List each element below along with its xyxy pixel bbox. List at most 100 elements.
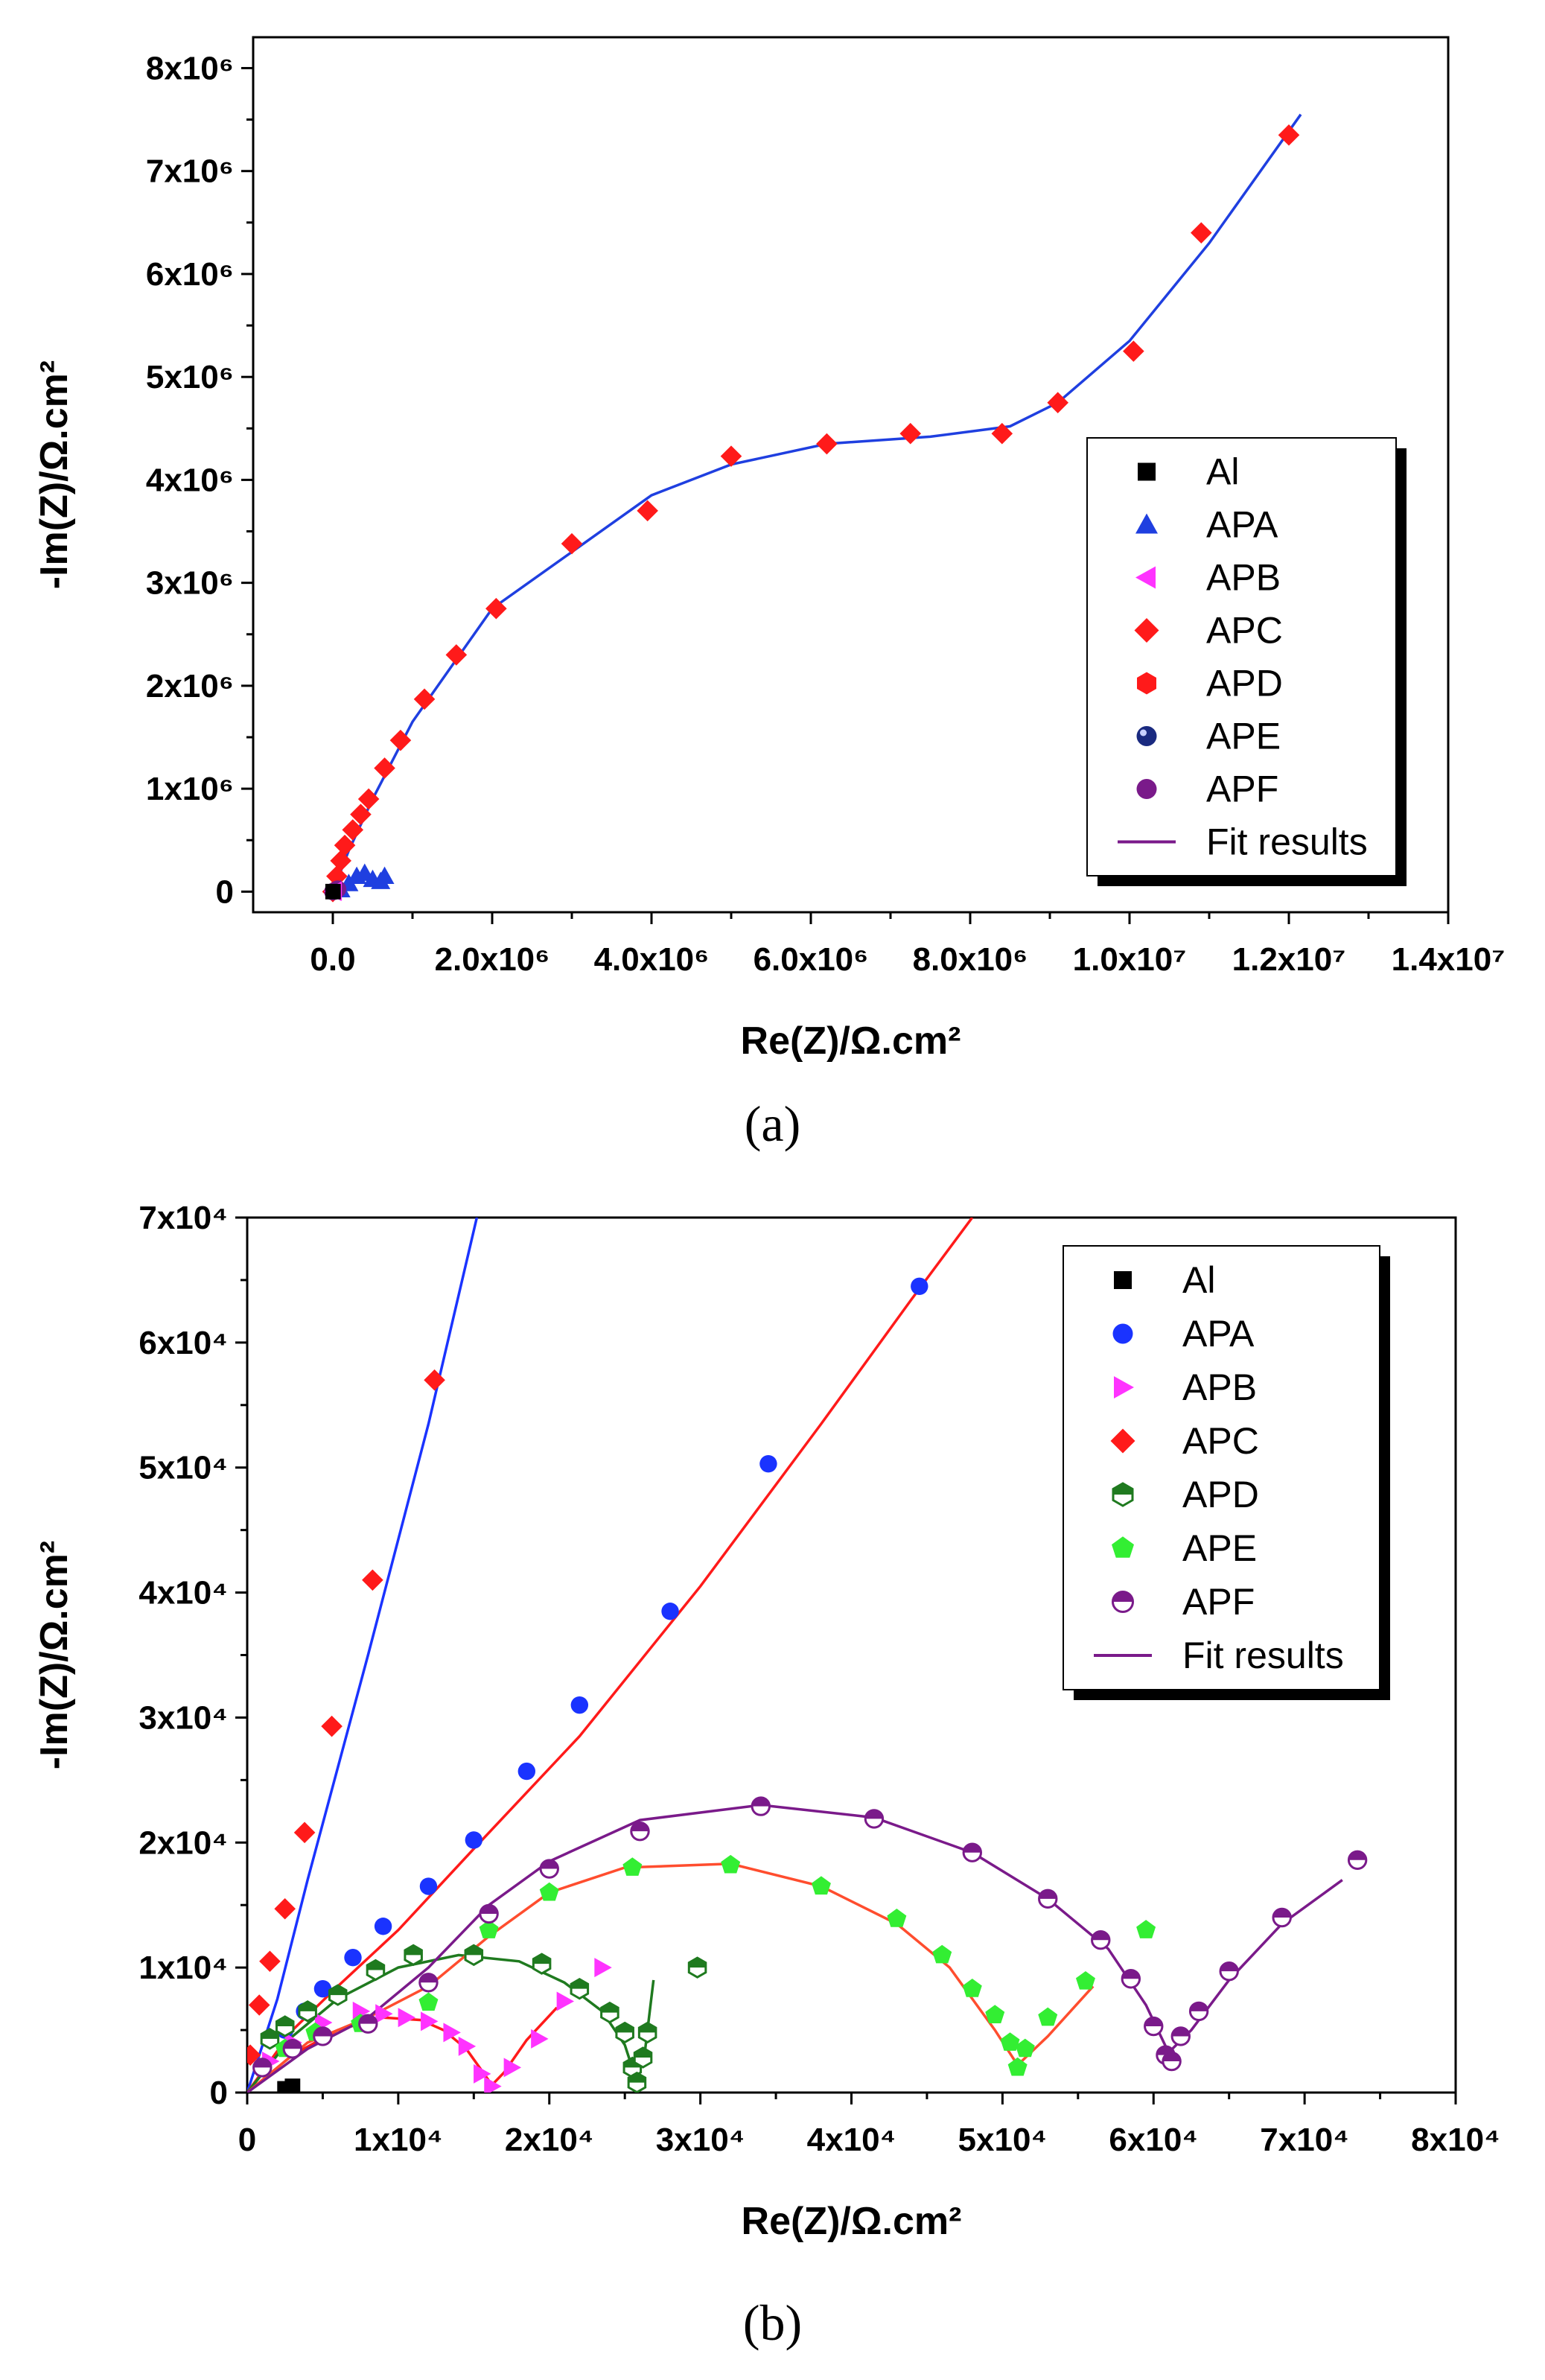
x-tick-label-a: 6.0x10⁶ xyxy=(754,941,869,978)
y-tick-label-a: 5x10⁶ xyxy=(146,359,234,395)
y-tick-label-a: 3x10⁶ xyxy=(146,565,234,602)
x-tick-label-b: 5x10⁴ xyxy=(958,2122,1048,2158)
legend-label-b: APA xyxy=(1182,1313,1255,1355)
legend-label-a: Al xyxy=(1206,451,1239,493)
fit-line-b-3 xyxy=(247,1953,655,2093)
legend-label-a: APD xyxy=(1206,663,1283,704)
data-point-a-apa xyxy=(375,866,395,885)
data-point-a-apc xyxy=(326,865,348,887)
plot-area-b xyxy=(247,1218,1368,2093)
data-point-b-ape xyxy=(962,1979,982,1997)
data-point-b-apb xyxy=(484,2076,502,2093)
data-point-b-apd xyxy=(328,1984,348,2006)
data-point-b-apc xyxy=(248,1994,270,2016)
data-point-a-apc xyxy=(1047,392,1068,414)
fit-line-b-5 xyxy=(247,1804,1343,2093)
data-point-b-apd xyxy=(627,2071,647,2093)
data-point-b-apb xyxy=(474,2064,491,2084)
y-tick-label-a: 4x10⁶ xyxy=(146,462,234,498)
data-point-b-apb xyxy=(556,1991,575,2011)
data-point-b-apa xyxy=(570,1696,589,1714)
data-point-b-apf xyxy=(1144,2016,1164,2037)
data-point-b-ape xyxy=(1136,1920,1156,1938)
data-point-b-apf xyxy=(1272,1907,1292,1928)
data-point-b-apf xyxy=(252,2058,273,2078)
data-point-b-apa xyxy=(374,1918,392,1935)
y-tick-label-a: 6x10⁶ xyxy=(146,256,234,293)
y-tick-label-a: 2x10⁶ xyxy=(146,668,234,704)
data-point-b-apf xyxy=(1170,2026,1191,2046)
legend-label-b: Al xyxy=(1182,1259,1215,1301)
legend-symbol-a-apb xyxy=(1135,566,1156,589)
caption-a: (a) xyxy=(744,1095,801,1152)
y-tick-label-b: 2x10⁴ xyxy=(138,1824,228,1861)
data-point-a-apc xyxy=(330,850,351,872)
data-point-a-apc xyxy=(637,500,658,522)
x-tick-label-b: 7x10⁴ xyxy=(1260,2122,1349,2158)
legend-symbol-a-apc xyxy=(1134,618,1159,643)
x-tick-label-b: 1x10⁴ xyxy=(354,2122,443,2158)
data-point-b-apc xyxy=(259,1950,281,1973)
data-point-b-ape xyxy=(811,1876,831,1895)
data-point-b-apd xyxy=(366,1959,386,1982)
legend-label-a: APE xyxy=(1206,716,1281,757)
x-tick-label-a: 0.0 xyxy=(310,941,355,978)
data-point-b-apd xyxy=(260,2028,280,2050)
data-point-a-apc xyxy=(1278,124,1300,146)
data-point-b-apf xyxy=(479,1903,499,1924)
data-point-b-apf xyxy=(1188,2001,1209,2022)
x-tick-label-a: 8.0x10⁶ xyxy=(913,941,1028,978)
legend-label-a: APC xyxy=(1206,610,1283,652)
legend-label-b: APF xyxy=(1182,1581,1255,1623)
data-point-a-apc xyxy=(561,532,583,555)
data-point-b-ape xyxy=(1038,2007,1058,2026)
data-point-b-apd xyxy=(687,1956,707,1979)
chart-b-svg: 0 1x10⁴ 2x10⁴ 3x10⁴ 4x10⁴ 5x10⁴ 6x10⁴ 7x10⁴ 8x10… xyxy=(33,1200,1500,2243)
y-tick-label-b: 6x10⁴ xyxy=(138,1325,228,1361)
data-point-a-apc xyxy=(413,688,436,710)
data-point-a-apc xyxy=(445,644,468,666)
data-point-b-apc xyxy=(274,1897,296,1920)
data-point-b-apf xyxy=(313,2026,333,2046)
data-point-b-apd xyxy=(570,1977,590,2000)
data-point-a-apc xyxy=(485,597,507,620)
data-point-a-apc xyxy=(1191,222,1212,244)
data-point-b-apa xyxy=(517,1762,536,1781)
data-point-b-ape xyxy=(1000,2032,1020,2051)
y-tick-label-a: 1x10⁶ xyxy=(146,771,234,807)
data-point-b-apf xyxy=(751,1796,771,1816)
data-point-b-ape xyxy=(1007,2057,1028,2076)
data-point-b-apf xyxy=(418,1973,439,1993)
data-point-b-apf xyxy=(1091,1930,1111,1950)
y-tick-label-a: 0 xyxy=(216,874,234,910)
data-point-a-apc xyxy=(1123,340,1144,362)
fit-line-b-0 xyxy=(247,1218,479,2093)
data-point-b-apd xyxy=(615,2021,634,2044)
legend-b: Al APA APB APC APD APE APF Fit results xyxy=(1063,1245,1390,1700)
data-point-a-apc xyxy=(991,422,1013,445)
data-point-b-apd xyxy=(298,2000,317,2023)
data-point-b-apf xyxy=(358,2014,378,2034)
legend-symbol-b-apf xyxy=(1112,1591,1134,1613)
data-point-b-apf xyxy=(1219,1961,1239,1982)
data-point-a-apc xyxy=(334,834,356,856)
legend-label-b: APB xyxy=(1182,1366,1257,1408)
x-tick-label-b: 4x10⁴ xyxy=(807,2122,896,2158)
x-tick-label-a: 2.0x10⁶ xyxy=(435,941,550,978)
data-point-b-ape xyxy=(887,1909,907,1927)
data-point-a-al xyxy=(325,883,341,900)
data-point-b-apa xyxy=(759,1454,777,1473)
legend-label-b: APD xyxy=(1182,1474,1259,1515)
legend-symbol-b-apc xyxy=(1110,1428,1135,1454)
legend-symbol-a-al xyxy=(1138,462,1156,481)
y-tick-label-b: 4x10⁴ xyxy=(138,1575,228,1611)
data-point-b-apd xyxy=(532,1953,552,1975)
legend-symbol-b-al xyxy=(1114,1271,1132,1289)
data-point-a-apc xyxy=(374,757,395,779)
data-point-b-apd xyxy=(600,2001,619,2024)
data-point-b-ape xyxy=(539,1882,559,1901)
x-tick-label-a: 1.0x10⁷ xyxy=(1073,941,1187,978)
data-point-b-apb xyxy=(503,2058,522,2078)
y-axis-title-b: -Im(Z)/Ω.cm² xyxy=(33,1541,76,1769)
data-point-b-apc xyxy=(247,2044,261,2066)
